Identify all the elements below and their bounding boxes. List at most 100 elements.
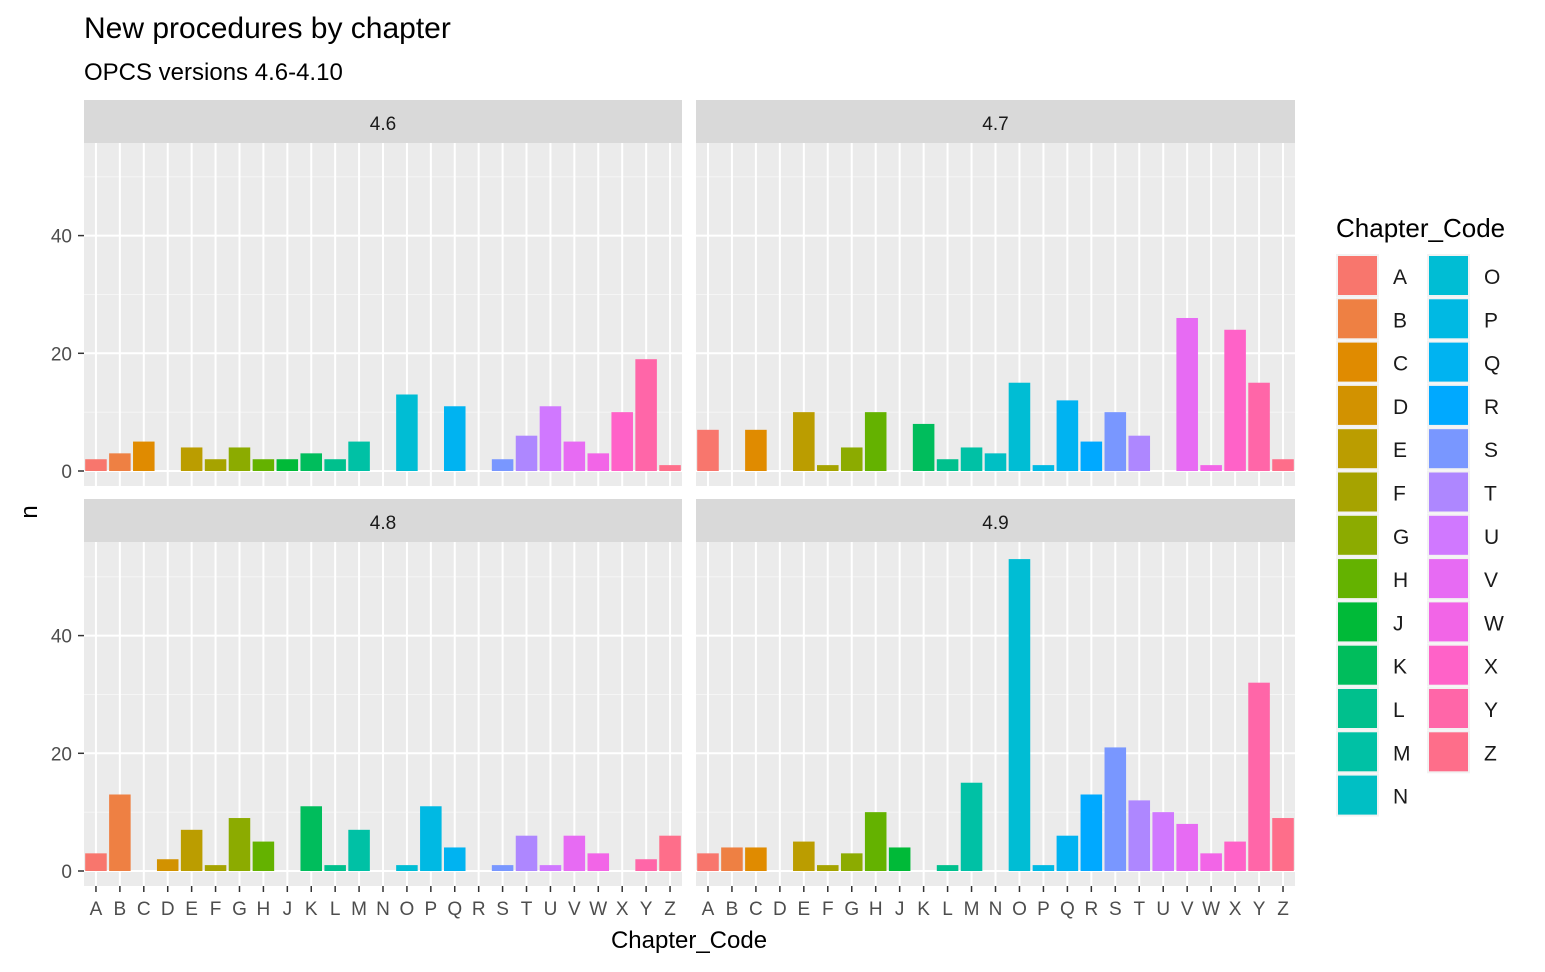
legend-swatch-T [1429,472,1468,512]
bar-4.6-V [563,441,586,471]
bar-4.9-G [840,853,863,871]
bar-4.6-K [300,453,323,471]
bar-4.8-Z [659,835,681,871]
legend-label-L: L [1393,699,1405,722]
x-tick-label: Y [1253,899,1266,920]
legend-label-P: P [1484,309,1498,332]
bar-4.7-L [936,459,959,471]
chart-title: New procedures by chapter [84,12,451,45]
bar-4.8-P [420,806,442,871]
x-tick-label: C [137,899,151,920]
panel-4.6: 4.6 [84,100,682,486]
y-tick-label: 20 [51,344,72,365]
legend-label-R: R [1484,396,1499,419]
bar-4.7-W [1200,465,1222,471]
x-tick-label: G [232,899,247,920]
legend-label-N: N [1393,786,1408,809]
legend-label-D: D [1393,396,1408,419]
x-tick-label: K [305,899,318,920]
bar-4.7-H [864,412,887,471]
bar-4.7-M [960,447,983,471]
x-tick-label: C [749,899,763,920]
x-tick-label: Z [1277,899,1289,920]
bar-4.6-G [228,447,251,471]
bar-4.8-M [348,829,370,871]
panel-4.7: 4.7 [696,100,1295,486]
x-tick-label: H [257,899,271,920]
legend-label-O: O [1484,266,1500,289]
legend-swatch-H [1338,559,1377,599]
bar-4.9-U [1152,812,1175,871]
x-tick-label: E [797,899,810,920]
x-tick-label: U [544,899,558,920]
x-tick-label: F [210,899,222,920]
legend-swatch-E [1338,429,1377,469]
bar-4.6-A [85,459,107,471]
bar-4.9-M [960,782,983,871]
x-tick-label: Y [640,899,653,920]
bar-4.7-Y [1248,382,1270,471]
bar-4.6-T [515,435,538,471]
bar-4.9-C [745,847,767,871]
bar-4.8-A [85,853,107,871]
bar-4.8-K [300,806,323,871]
legend-swatch-Z [1429,732,1468,772]
bar-4.9-L [936,865,959,871]
legend-label-J: J [1393,612,1404,635]
bar-4.6-E [180,447,203,471]
bar-4.7-O [1008,382,1031,471]
bar-4.8-D [156,859,179,871]
x-tick-label: R [472,899,486,920]
bar-4.9-Z [1272,818,1294,871]
x-tick-label: B [726,899,739,920]
facet-strip [84,100,682,143]
bar-4.6-F [204,459,227,471]
legend-swatch-C [1338,342,1377,382]
x-tick-label: Q [1060,899,1075,920]
legend-swatch-K [1338,645,1377,685]
x-tick-label: M [964,899,980,920]
x-tick-label: A [90,899,103,920]
bar-4.8-W [587,853,610,871]
legend-label-Z: Z [1484,742,1497,765]
legend-label-W: W [1484,612,1504,635]
panel-4.9: 4.9 [696,499,1295,886]
facet-strip-label: 4.9 [982,513,1008,534]
bar-4.9-Y [1248,682,1270,871]
bar-4.9-T [1128,800,1151,871]
bar-4.7-X [1224,329,1246,471]
legend-swatch-F [1338,472,1377,512]
x-tick-label: E [185,899,198,920]
legend-swatch-N [1338,775,1377,815]
bar-4.9-H [864,812,887,871]
bar-4.7-G [840,447,863,471]
x-tick-label: K [917,899,930,920]
legend-swatch-Y [1429,689,1468,728]
bar-4.9-Q [1056,835,1079,871]
legend-label-V: V [1484,569,1498,592]
bar-4.7-N [984,453,1007,471]
bar-4.8-O [396,865,418,871]
legend-title: Chapter_Code [1336,213,1505,243]
x-tick-label: U [1156,899,1170,920]
facet-strip-label: 4.7 [982,114,1008,135]
bar-4.7-V [1176,317,1198,471]
bar-4.7-P [1032,465,1055,471]
x-tick-label: Z [664,899,676,920]
x-tick-label: D [161,899,175,920]
legend-label-F: F [1393,483,1406,506]
legend-swatch-J [1338,602,1377,642]
y-tick-label: 0 [61,462,72,483]
bar-4.9-P [1032,865,1055,871]
x-tick-label: W [589,899,607,920]
x-tick-label: J [895,899,905,920]
bar-4.8-H [252,841,275,871]
x-tick-label: O [1012,899,1027,920]
x-tick-label: G [844,899,859,920]
x-tick-label: J [283,899,293,920]
x-tick-label: L [942,899,953,920]
bar-4.6-H [252,459,275,471]
x-tick-label: T [521,899,533,920]
x-tick-label: Q [447,899,462,920]
